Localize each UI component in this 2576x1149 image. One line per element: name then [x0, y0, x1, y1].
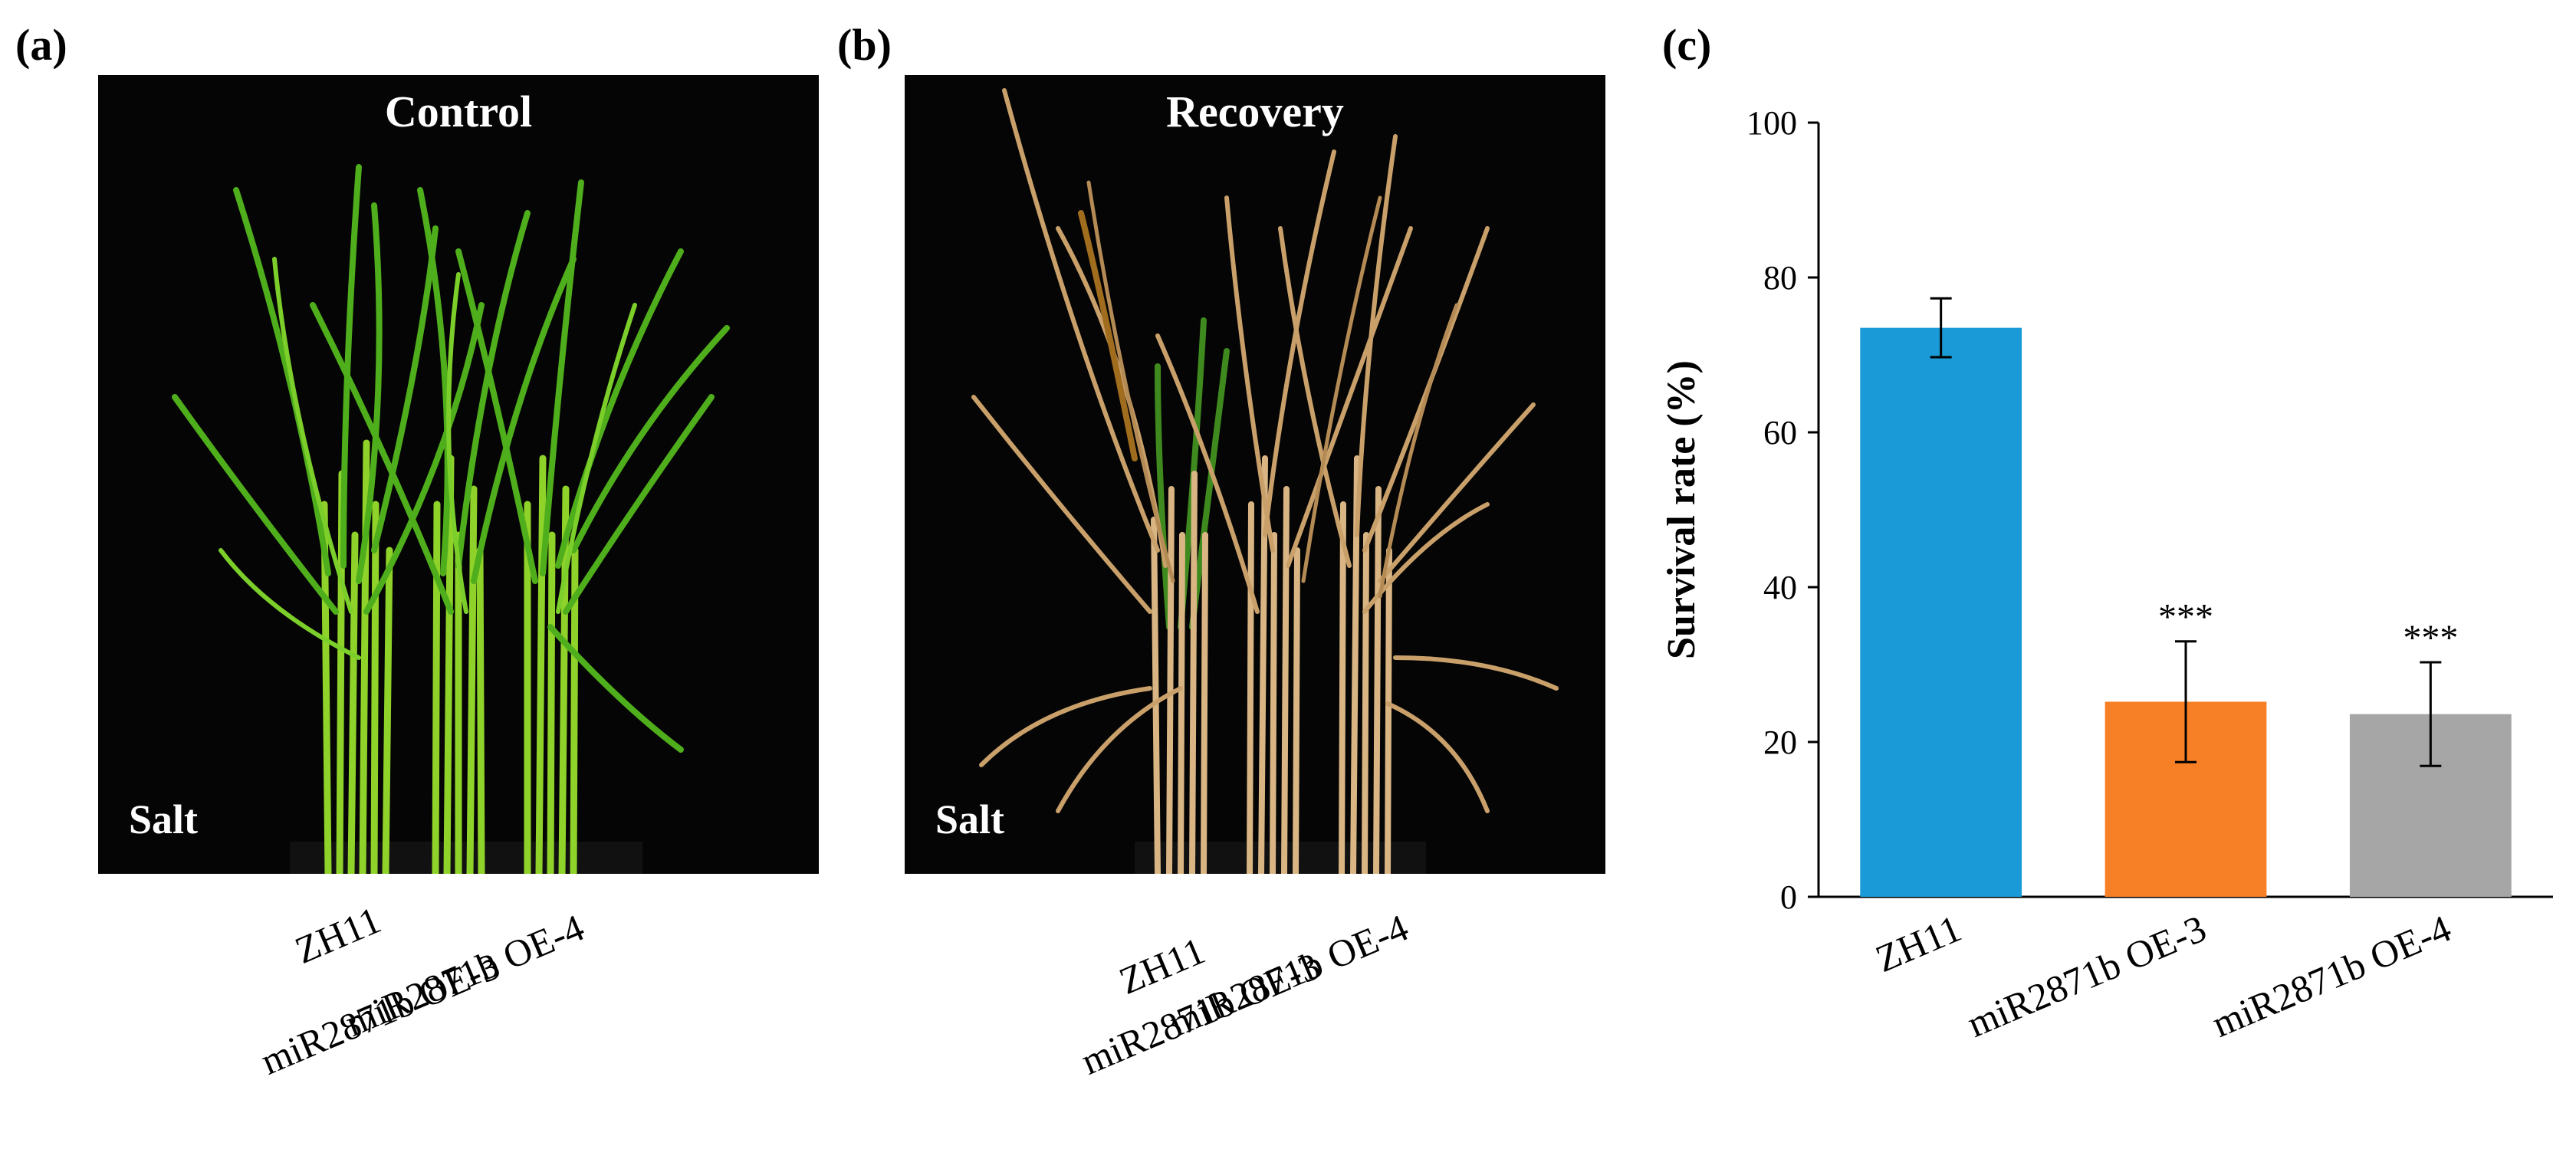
control-plants-illustration — [172, 164, 730, 874]
panel-b-photo: Recovery Salt — [905, 75, 1605, 874]
panel-a-title: Control — [384, 87, 533, 136]
y-tick-label: 80 — [1763, 259, 1797, 297]
panel-a-label-zh11: ZH11 — [289, 898, 387, 972]
panel-b-salt-label: Salt — [935, 796, 1005, 842]
chart-axes: 0 20 40 60 80 100 Survival rate (%) — [1660, 104, 2553, 916]
panel-b-letter: (b) — [837, 20, 892, 70]
chart-bars: *** *** — [1860, 297, 2512, 897]
significance-label-1: *** — [2158, 597, 2213, 638]
y-tick-label: 0 — [1780, 878, 1797, 916]
y-tick-label: 40 — [1763, 569, 1797, 606]
panel-b-title: Recovery — [1166, 87, 1344, 136]
y-tick-label: 100 — [1746, 104, 1797, 142]
y-tick-label: 20 — [1763, 724, 1797, 761]
x-tick-label-2: miR2871b OE-4 — [2206, 907, 2456, 1046]
survival-rate-chart: 0 20 40 60 80 100 Survival rate (%) *** *** ZH1… — [1660, 104, 2553, 1046]
y-tick-label: 60 — [1763, 414, 1797, 451]
panel-c-letter: (c) — [1662, 20, 1712, 70]
panel-b-label-oe4: miR2871b OE-4 — [1163, 905, 1414, 1045]
bar-0 — [1860, 327, 2022, 897]
panel-a-letter: (a) — [15, 20, 67, 70]
x-tick-label-1: miR2871b OE-3 — [1961, 907, 2212, 1046]
panel-a-salt-label: Salt — [129, 796, 199, 842]
panel-a-photo: Control Salt — [98, 75, 819, 874]
significance-label-2: *** — [2403, 618, 2458, 658]
recovery-plants-illustration — [971, 88, 1559, 874]
x-tick-label-0: ZH11 — [1869, 907, 1967, 980]
y-axis-label: Survival rate (%) — [1660, 360, 1704, 659]
